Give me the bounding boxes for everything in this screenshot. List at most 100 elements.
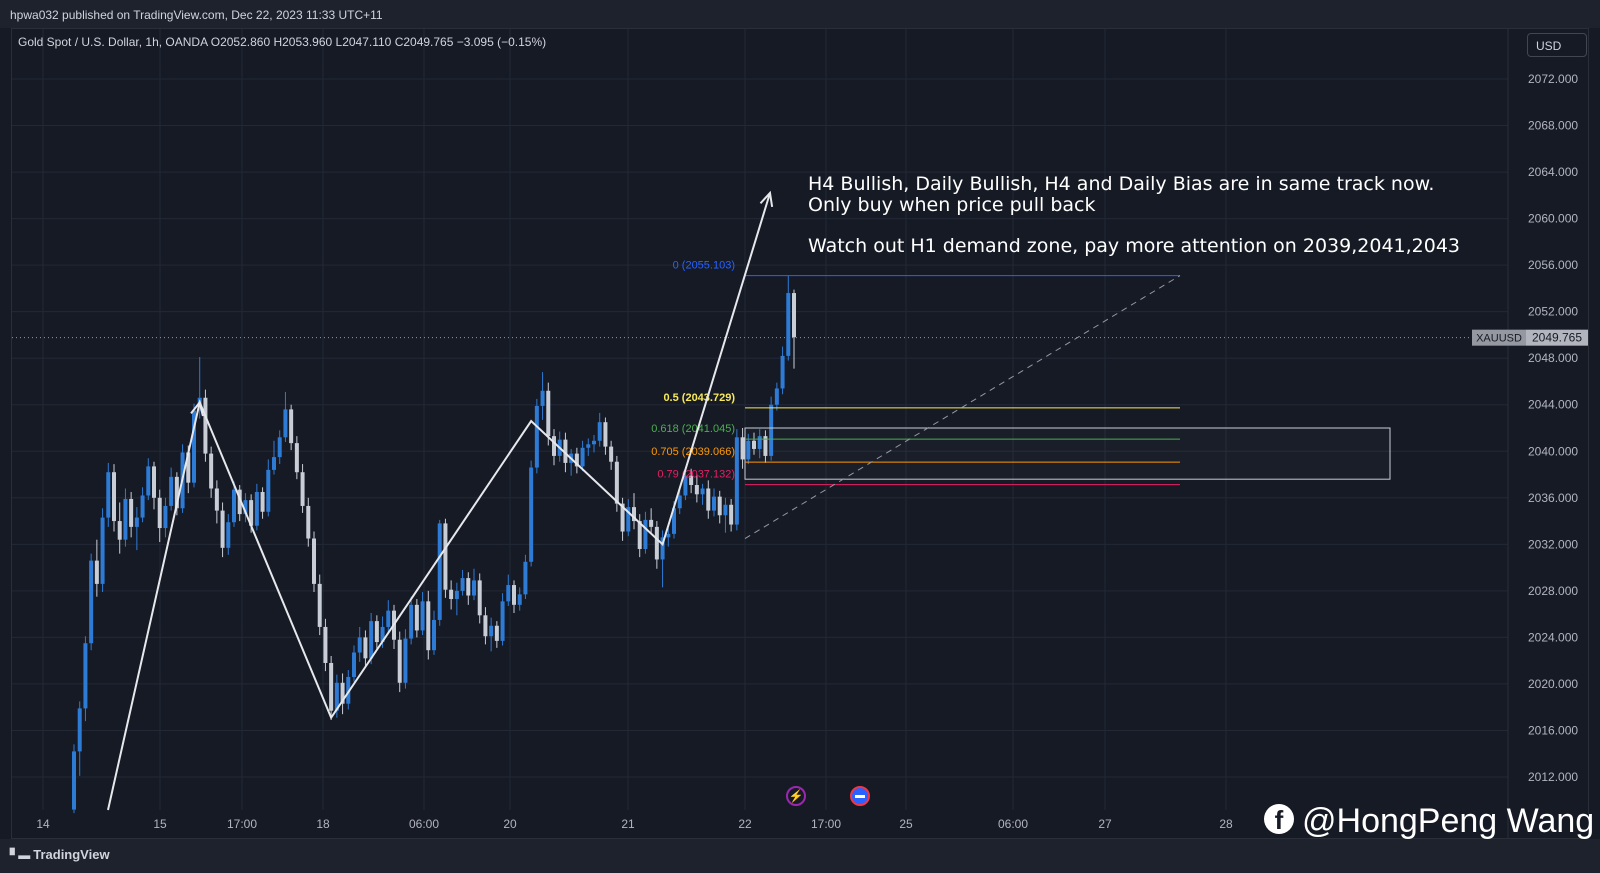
candle-body: [289, 409, 294, 444]
candle-body: [329, 662, 334, 711]
candle-body: [432, 619, 436, 651]
candle-body: [192, 410, 196, 483]
candle-body: [306, 505, 311, 539]
candle-body: [72, 751, 76, 810]
fib-level-label: 0 (2055.103): [673, 260, 735, 272]
currency-selector[interactable]: USD: [1527, 33, 1587, 57]
candle-body: [666, 533, 671, 538]
candle-body: [123, 498, 128, 540]
annotation-line-1: H4 Bullish, Daily Bullish, H4 and Daily …: [808, 173, 1435, 195]
candle-body: [89, 560, 94, 644]
candle-body: [449, 589, 454, 600]
x-tick-label: 28: [1219, 817, 1233, 831]
published-info: hpwa032 published on TradingView.com, De…: [10, 8, 383, 22]
candle-body: [420, 601, 425, 631]
candle-body: [757, 436, 762, 449]
fib-trend-line: [744, 275, 1181, 539]
candle-body: [317, 583, 322, 627]
candle-body: [134, 517, 139, 527]
candle-body: [752, 440, 756, 449]
candle-body: [734, 437, 739, 525]
candle-body: [140, 495, 145, 518]
candle-body: [649, 519, 654, 527]
facebook-icon: f: [1264, 804, 1294, 835]
candle-body: [294, 443, 299, 473]
candle-body: [729, 504, 734, 525]
candle-body: [489, 625, 494, 637]
x-tick-label: 17:00: [227, 817, 257, 831]
candle-body: [174, 476, 179, 509]
us-flag-event-icon[interactable]: ▬: [850, 786, 870, 806]
candle-body: [146, 466, 151, 496]
candle-body: [780, 355, 785, 389]
candle-body: [163, 505, 168, 529]
candle-body: [357, 637, 362, 653]
candle-body: [186, 452, 191, 483]
candle-body: [603, 422, 608, 447]
candle-body: [683, 475, 688, 496]
candle-body: [106, 472, 111, 518]
candle-body: [283, 409, 288, 438]
candle-body: [460, 578, 465, 591]
symbol-info: Gold Spot / U.S. Dollar, 1h, OANDA O2052…: [18, 35, 547, 49]
x-tick-label: 17:00: [811, 817, 841, 831]
candle-body: [203, 397, 208, 454]
last-price-label: 2049.765: [1532, 331, 1582, 345]
candle-body: [506, 585, 511, 602]
candle-body: [597, 422, 602, 441]
candle-body: [100, 517, 105, 584]
symbol-price-badge: [1472, 329, 1526, 346]
candle-body: [369, 621, 374, 659]
x-tick-label: 22: [738, 817, 752, 831]
y-tick-label: 2072.000: [1528, 72, 1578, 86]
candle-body: [580, 447, 585, 467]
candle-body: [477, 580, 482, 616]
tradingview-logo[interactable]: ▘▬ TradingView: [10, 847, 110, 862]
x-tick-label: 15: [153, 817, 167, 831]
candle-body: [254, 491, 259, 526]
footer-bar: [0, 839, 1600, 873]
candle-body: [397, 639, 402, 683]
candle-body: [437, 523, 442, 620]
candle-body: [774, 388, 779, 405]
y-tick-label: 2040.000: [1528, 444, 1578, 458]
candle-body: [363, 637, 368, 659]
candle-body: [414, 604, 419, 631]
candle-body: [523, 561, 528, 595]
candle-body: [277, 437, 282, 458]
x-tick-label: 06:00: [998, 817, 1028, 831]
tv-icon: ▘▬: [10, 848, 30, 862]
candle-body: [249, 500, 254, 526]
candle-body: [466, 578, 471, 596]
candle-body: [112, 472, 116, 522]
candle-body: [689, 475, 694, 486]
candle-body: [494, 625, 499, 641]
candle-body: [546, 390, 551, 437]
candle-body: [243, 500, 248, 515]
fib-level-label: 0.705 (2039.066): [651, 446, 735, 458]
y-tick-label: 2044.000: [1528, 398, 1578, 412]
lightning-event-icon[interactable]: ⚡: [786, 786, 806, 806]
candle-body: [500, 601, 505, 641]
candle-body: [786, 293, 791, 356]
candle-body: [323, 626, 328, 663]
fib-level-label: 0.618 (2041.045): [651, 423, 735, 435]
y-tick-label: 2028.000: [1528, 584, 1578, 598]
candle-body: [540, 390, 545, 406]
candle-body: [712, 496, 716, 511]
fib-level-label: 0.79 (2037.132): [657, 469, 735, 481]
candle-body: [129, 498, 134, 527]
target-arrowhead: [759, 190, 774, 207]
y-tick-label: 2024.000: [1528, 630, 1578, 644]
x-tick-label: 27: [1098, 817, 1112, 831]
candle-body: [409, 604, 414, 639]
y-tick-label: 2020.000: [1528, 677, 1578, 691]
candle-body: [609, 446, 614, 462]
candle-body: [117, 521, 122, 540]
candle-body: [637, 521, 642, 549]
candle-body: [386, 610, 391, 627]
candle-body: [763, 436, 768, 456]
candle-body: [483, 615, 488, 637]
y-tick-label: 2068.000: [1528, 119, 1578, 133]
